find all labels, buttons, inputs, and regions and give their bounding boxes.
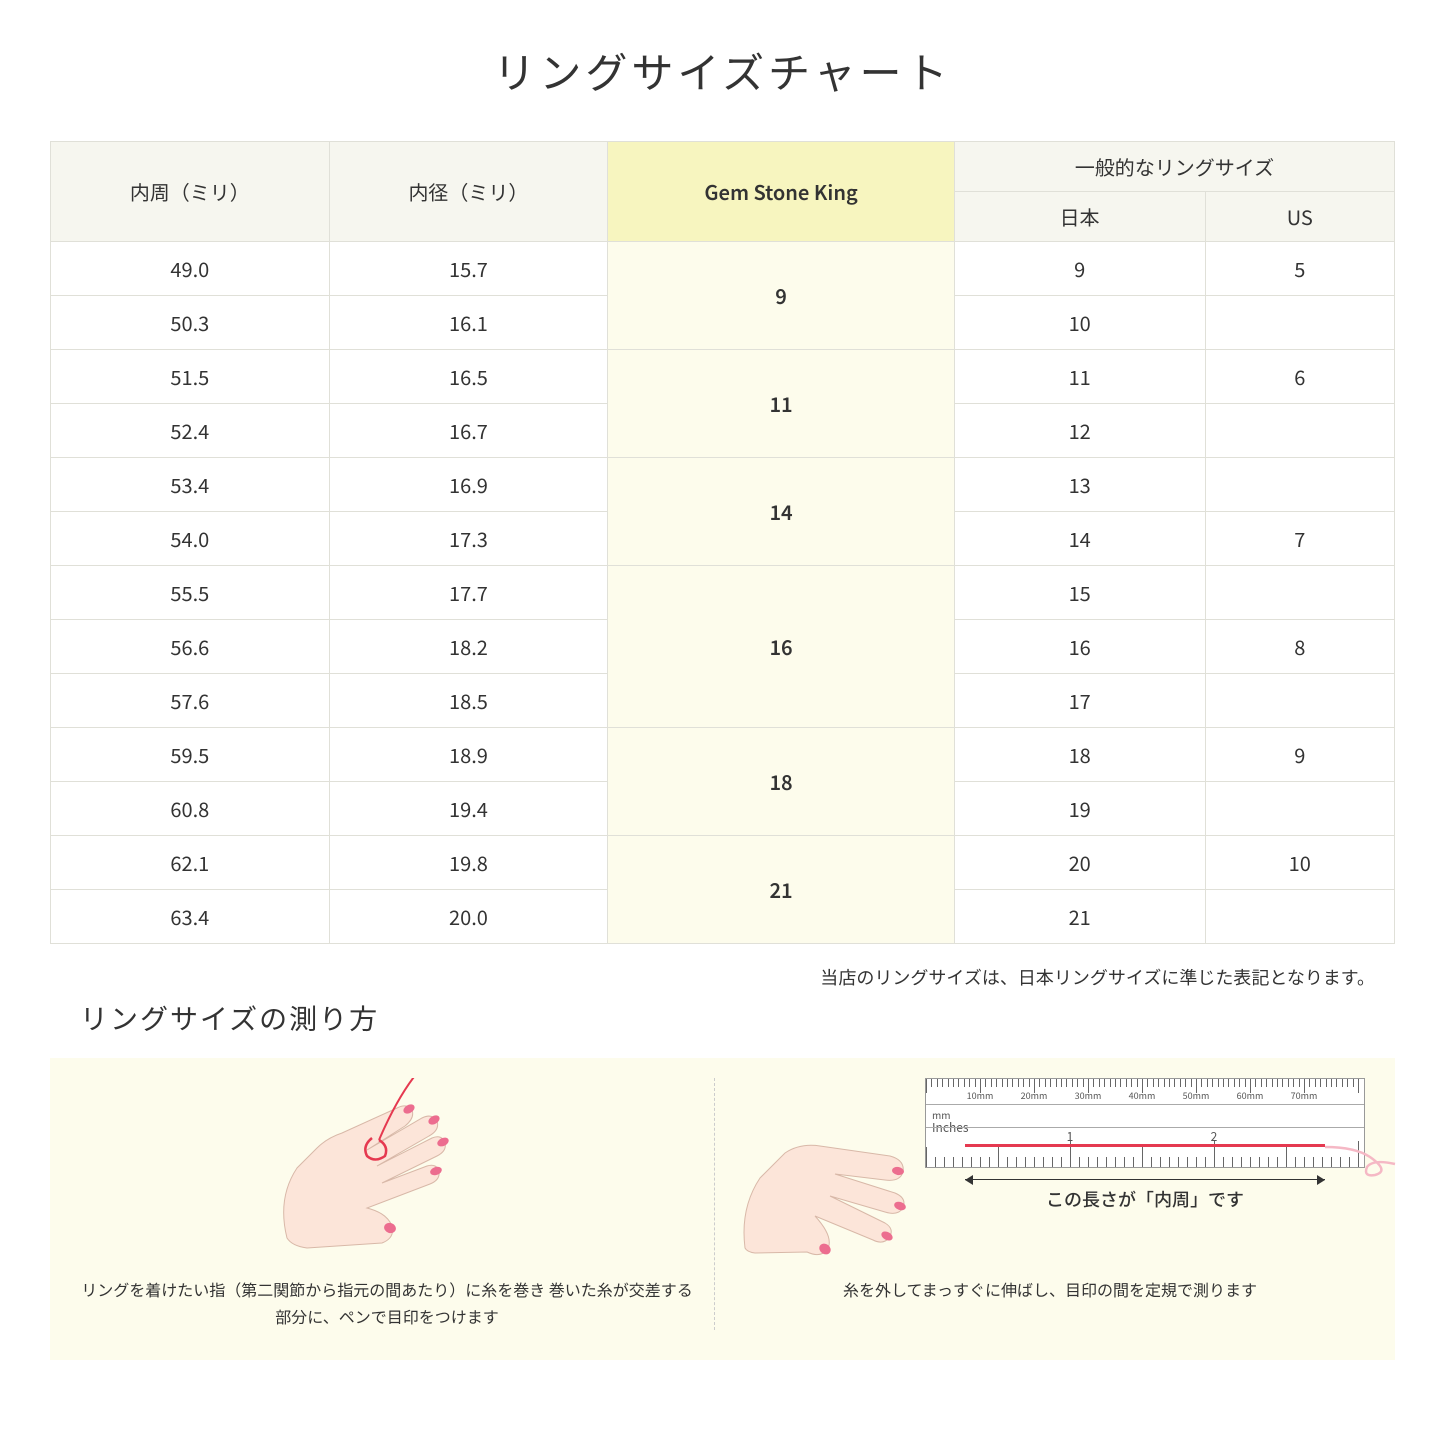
cell-us: 5 — [1205, 242, 1394, 296]
table-row: 62.119.8212010 — [51, 836, 1395, 890]
cell-us — [1205, 674, 1394, 728]
cell-jp: 9 — [954, 242, 1205, 296]
cell-brand: 21 — [608, 836, 955, 944]
cell-diameter: 16.5 — [329, 350, 608, 404]
table-row: 55.517.71615 — [51, 566, 1395, 620]
cell-diameter: 18.9 — [329, 728, 608, 782]
cell-circumference: 49.0 — [51, 242, 330, 296]
cell-circumference: 56.6 — [51, 620, 330, 674]
cell-jp: 10 — [954, 296, 1205, 350]
cell-brand: 18 — [608, 728, 955, 836]
ruler-in-tick: 1 — [1067, 1128, 1074, 1145]
cell-us — [1205, 404, 1394, 458]
cell-jp: 12 — [954, 404, 1205, 458]
th-jp: 日本 — [954, 192, 1205, 242]
th-us: US — [1205, 192, 1394, 242]
cell-diameter: 17.7 — [329, 566, 608, 620]
ring-size-table: 内周（ミリ） 内径（ミリ） Gem Stone King 一般的なリングサイズ … — [50, 141, 1395, 944]
table-row: 49.015.7995 — [51, 242, 1395, 296]
step2-text: 糸を外してまっすぐに伸ばし、目印の間を定規で測ります — [843, 1276, 1257, 1303]
ruler-mm-tick: 50mm — [1183, 1089, 1210, 1102]
cell-us: 6 — [1205, 350, 1394, 404]
length-arrow — [965, 1179, 1325, 1180]
ruler-area: mm Inches 10mm20mm30mm40mm50mm60mm70mm12… — [925, 1078, 1365, 1212]
cell-jp: 15 — [954, 566, 1205, 620]
cell-diameter: 18.2 — [329, 620, 608, 674]
cell-brand: 9 — [608, 242, 955, 350]
cell-diameter: 19.4 — [329, 782, 608, 836]
cell-circumference: 52.4 — [51, 404, 330, 458]
cell-jp: 18 — [954, 728, 1205, 782]
ruler-in-tick: 2 — [1211, 1128, 1218, 1145]
th-brand: Gem Stone King — [608, 142, 955, 242]
ruler-mm-tick: 30mm — [1075, 1089, 1102, 1102]
cell-jp: 14 — [954, 512, 1205, 566]
cell-brand: 14 — [608, 458, 955, 566]
cell-circumference: 55.5 — [51, 566, 330, 620]
th-circumference: 内周（ミリ） — [51, 142, 330, 242]
cell-circumference: 63.4 — [51, 890, 330, 944]
cell-jp: 17 — [954, 674, 1205, 728]
thread-line — [965, 1144, 1325, 1147]
hand-illustration-1 — [247, 1078, 527, 1258]
ruler-mm-tick: 40mm — [1129, 1089, 1156, 1102]
cell-circumference: 57.6 — [51, 674, 330, 728]
cell-diameter: 16.9 — [329, 458, 608, 512]
cell-us — [1205, 296, 1394, 350]
measure-step-2: mm Inches 10mm20mm30mm40mm50mm60mm70mm12… — [715, 1078, 1365, 1330]
cell-us: 7 — [1205, 512, 1394, 566]
cell-brand: 11 — [608, 350, 955, 458]
cell-jp: 11 — [954, 350, 1205, 404]
cell-circumference: 60.8 — [51, 782, 330, 836]
cell-jp: 16 — [954, 620, 1205, 674]
cell-diameter: 17.3 — [329, 512, 608, 566]
measure-title: リングサイズの測り方 — [50, 998, 1395, 1038]
cell-diameter: 16.1 — [329, 296, 608, 350]
ruler-mm-tick: 60mm — [1237, 1089, 1264, 1102]
cell-diameter: 20.0 — [329, 890, 608, 944]
cell-us — [1205, 458, 1394, 512]
page-title: リングサイズチャート — [50, 40, 1395, 101]
cell-diameter: 18.5 — [329, 674, 608, 728]
table-note: 当店のリングサイズは、日本リングサイズに準じた表記となります。 — [50, 964, 1395, 990]
cell-us: 8 — [1205, 620, 1394, 674]
cell-jp: 21 — [954, 890, 1205, 944]
cell-circumference: 50.3 — [51, 296, 330, 350]
cell-us — [1205, 566, 1394, 620]
cell-diameter: 19.8 — [329, 836, 608, 890]
ruler-mm-tick: 20mm — [1021, 1089, 1048, 1102]
cell-circumference: 51.5 — [51, 350, 330, 404]
cell-diameter: 16.7 — [329, 404, 608, 458]
arrow-label: この長さが「内周」です — [1046, 1186, 1244, 1212]
cell-us: 9 — [1205, 728, 1394, 782]
cell-jp: 20 — [954, 836, 1205, 890]
cell-brand: 16 — [608, 566, 955, 728]
table-row: 59.518.918189 — [51, 728, 1395, 782]
cell-circumference: 53.4 — [51, 458, 330, 512]
th-diameter: 内径（ミリ） — [329, 142, 608, 242]
table-row: 51.516.511116 — [51, 350, 1395, 404]
ruler-mm-tick: 10mm — [967, 1089, 994, 1102]
ruler-illustration: mm Inches 10mm20mm30mm40mm50mm60mm70mm12 — [925, 1078, 1365, 1168]
table-row: 53.416.91413 — [51, 458, 1395, 512]
cell-us — [1205, 782, 1394, 836]
cell-us — [1205, 890, 1394, 944]
cell-diameter: 15.7 — [329, 242, 608, 296]
cell-jp: 19 — [954, 782, 1205, 836]
cell-circumference: 62.1 — [51, 836, 330, 890]
cell-jp: 13 — [954, 458, 1205, 512]
step1-text: リングを着けたい指（第二関節から指元の間あたり）に糸を巻き 巻いた糸が交差する部… — [80, 1276, 694, 1330]
ruler-mm-tick: 70mm — [1291, 1089, 1318, 1102]
measure-section: リングを着けたい指（第二関節から指元の間あたり）に糸を巻き 巻いた糸が交差する部… — [50, 1058, 1395, 1360]
thread-curl — [1325, 1129, 1405, 1179]
th-general: 一般的なリングサイズ — [954, 142, 1394, 192]
measure-step-1: リングを着けたい指（第二関節から指元の間あたり）に糸を巻き 巻いた糸が交差する部… — [80, 1078, 715, 1330]
hand-illustration-2 — [735, 1098, 915, 1258]
cell-us: 10 — [1205, 836, 1394, 890]
cell-circumference: 54.0 — [51, 512, 330, 566]
cell-circumference: 59.5 — [51, 728, 330, 782]
